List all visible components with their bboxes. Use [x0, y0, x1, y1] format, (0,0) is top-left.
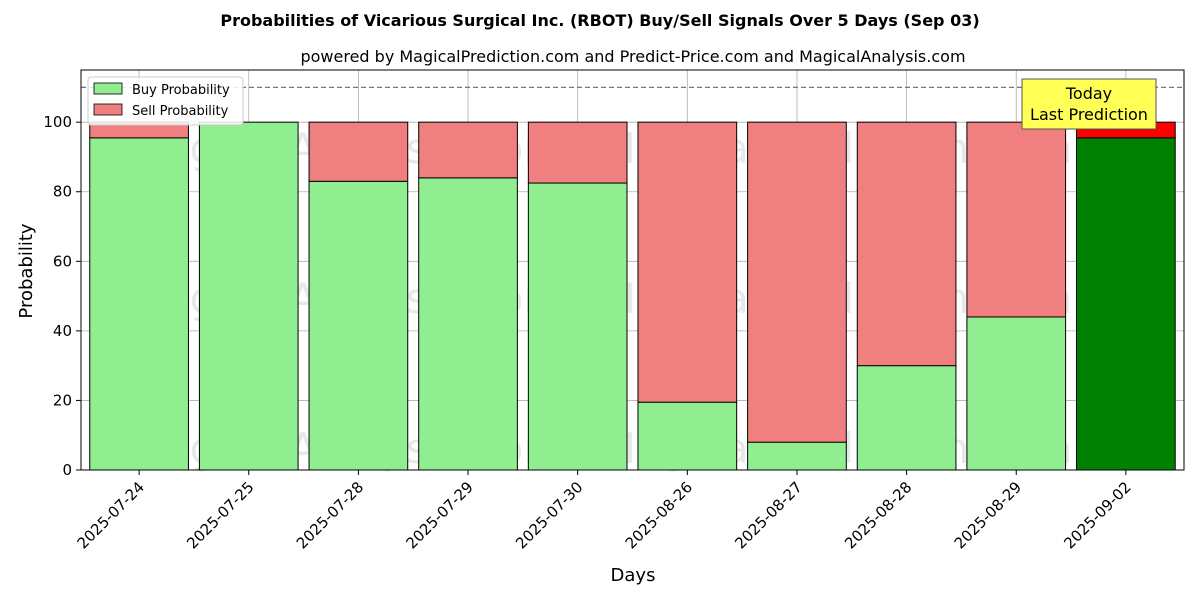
bar-buy	[527, 182, 628, 471]
annotation-box	[1021, 78, 1157, 130]
today-annotation: Today Last Prediction	[1021, 78, 1157, 130]
y-tick-label: 60	[53, 252, 72, 270]
plot-frame	[80, 69, 1185, 471]
y-axis-label: Probability	[16, 223, 37, 318]
legend-buy-label: Buy Probability	[132, 83, 230, 98]
x-tick-label: 2025-07-24	[74, 478, 148, 552]
legend-sell-label: Sell Probability	[132, 104, 229, 119]
bar-sell	[747, 121, 847, 443]
bar-buy	[198, 121, 299, 471]
legend-box	[87, 76, 244, 126]
x-tick-label: 2025-08-26	[622, 478, 696, 552]
legend-buy-swatch	[93, 82, 123, 95]
bar-sell	[418, 121, 518, 179]
legend: Buy Probability Sell Probability	[87, 76, 244, 126]
y-tick-label: 80	[53, 183, 72, 201]
x-axis-label: Days	[611, 565, 656, 586]
bars-layer	[89, 121, 1176, 471]
x-tick-label: 2025-07-28	[293, 478, 367, 552]
y-tick-label: 20	[53, 391, 72, 409]
annotation-line2: Last Prediction	[1030, 105, 1148, 124]
x-tick-label: 2025-08-27	[731, 478, 805, 552]
bar-buy	[637, 401, 738, 471]
bar-sell	[308, 121, 409, 182]
bar-sell	[856, 121, 957, 367]
chart-subtitle: powered by MagicalPrediction.com and Pre…	[300, 47, 965, 66]
chart-title: Probabilities of Vicarious Surgical Inc.…	[220, 11, 979, 30]
bar-sell	[527, 121, 628, 184]
bar-buy	[747, 441, 847, 471]
y-tick-label: 0	[62, 461, 72, 479]
x-tick-label: 2025-07-30	[512, 478, 586, 552]
y-axis-ticks: 0 20 40 60 80 100	[43, 113, 81, 479]
bar-buy	[966, 316, 1067, 471]
x-axis-ticks: 2025-07-24 2025-07-25 2025-07-28 2025-07-29…	[74, 470, 1135, 552]
annotation-line1: Today	[1065, 84, 1112, 103]
y-tick-label: 40	[53, 322, 72, 340]
bar-sell	[966, 121, 1067, 318]
bar-buy	[89, 137, 189, 471]
x-tick-label: 2025-07-29	[402, 478, 476, 552]
bar-buy	[308, 180, 409, 471]
bar-buy	[1076, 137, 1176, 471]
bar-buy	[418, 177, 518, 471]
x-tick-label: 2025-09-02	[1060, 478, 1134, 552]
legend-sell-swatch	[93, 103, 123, 116]
x-tick-label: 2025-07-25	[183, 478, 257, 552]
x-tick-label: 2025-08-29	[951, 478, 1025, 552]
bar-buy	[856, 365, 957, 471]
x-tick-label: 2025-08-28	[841, 478, 915, 552]
bar-sell	[637, 121, 738, 403]
y-tick-label: 100	[43, 113, 72, 131]
